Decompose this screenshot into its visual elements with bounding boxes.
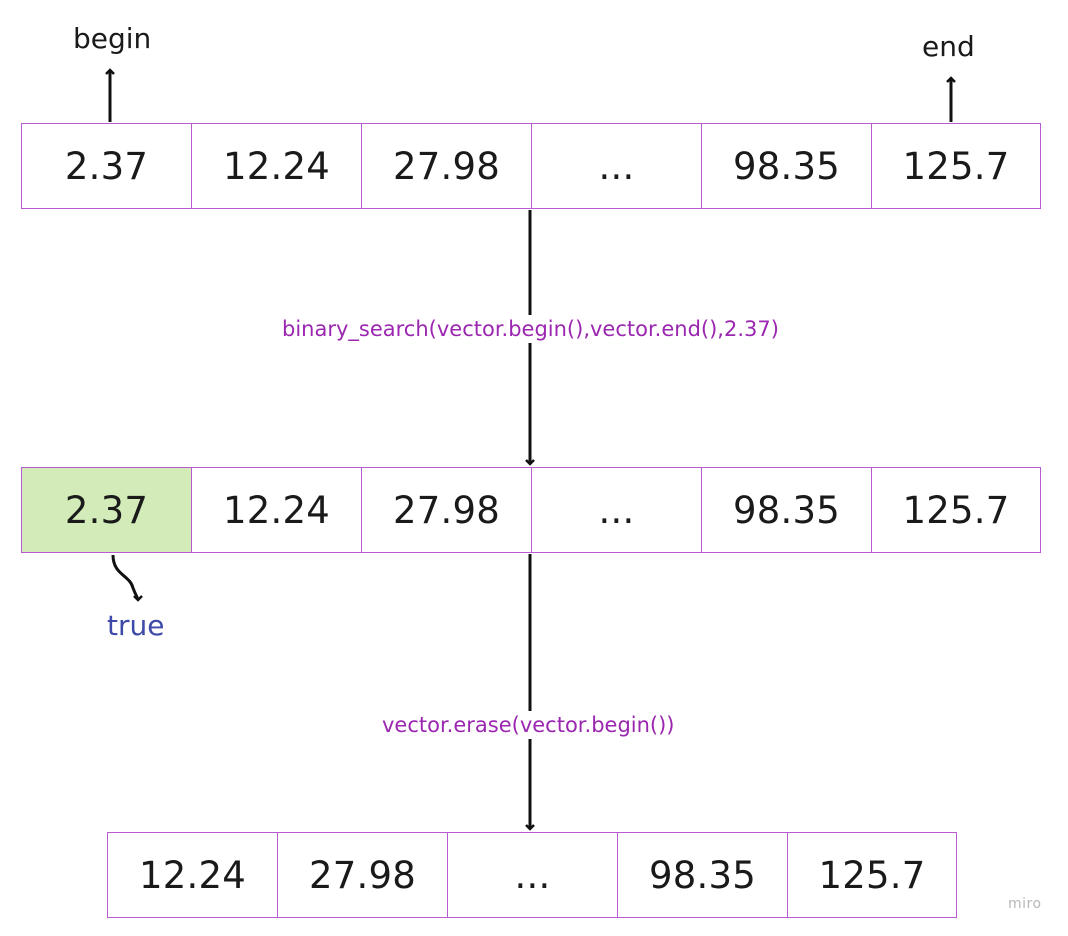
- vector-cell: 98.35: [701, 123, 871, 209]
- vector-cell: 125.7: [871, 467, 1041, 553]
- erased-vector: 12.24 27.98 ... 98.35 125.7: [107, 832, 957, 918]
- vector-cell: 27.98: [277, 832, 447, 918]
- vector-cell: 98.35: [701, 467, 871, 553]
- vector-cell: 12.24: [191, 467, 361, 553]
- begin-pointer-label: begin: [73, 22, 152, 55]
- search-result-label: true: [107, 609, 165, 642]
- searched-vector: 2.37 12.24 27.98 ... 98.35 125.7: [21, 467, 1041, 553]
- vector-cell: 27.98: [361, 123, 531, 209]
- vector-cell: 27.98: [361, 467, 531, 553]
- initial-vector: 2.37 12.24 27.98 ... 98.35 125.7: [21, 123, 1041, 209]
- result-arrow: [111, 554, 143, 602]
- vector-cell: 12.24: [191, 123, 361, 209]
- binary-search-operation: binary_search(vector.begin(),vector.end(…: [278, 315, 783, 343]
- end-pointer-label: end: [922, 30, 975, 63]
- erase-operation: vector.erase(vector.begin()): [378, 711, 679, 739]
- miro-watermark: miro: [1008, 896, 1042, 912]
- vector-cell: 2.37: [21, 123, 191, 209]
- vector-cell: 12.24: [107, 832, 277, 918]
- vector-cell: ...: [447, 832, 617, 918]
- vector-cell: ...: [531, 123, 701, 209]
- vector-cell: 98.35: [617, 832, 787, 918]
- vector-cell: ...: [531, 467, 701, 553]
- vector-cell: 125.7: [787, 832, 957, 918]
- found-cell: 2.37: [21, 467, 191, 553]
- vector-cell: 125.7: [871, 123, 1041, 209]
